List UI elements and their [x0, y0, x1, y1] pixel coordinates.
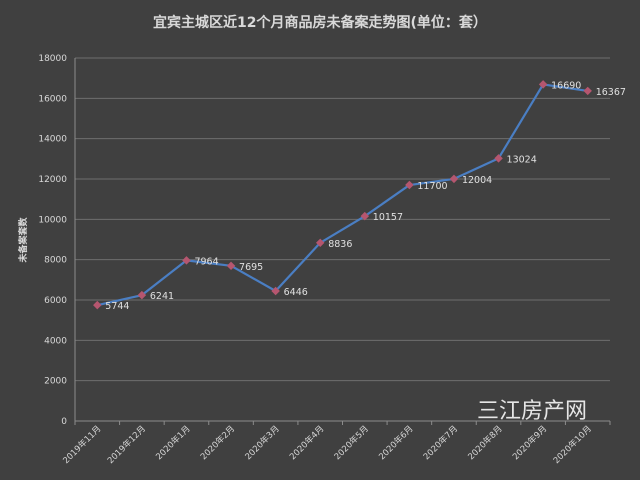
x-tick-label: 2020年8月: [466, 423, 505, 462]
data-point-marker: [583, 86, 592, 96]
data-point-marker: [271, 286, 280, 296]
data-label: 5744: [105, 301, 129, 312]
data-label: 6446: [284, 287, 308, 298]
x-tick-label: 2020年4月: [287, 423, 326, 462]
x-tick-label: 2020年7月: [421, 423, 460, 462]
data-point-marker: [360, 211, 370, 221]
series-polyline: [97, 83, 588, 307]
data-point-marker: [226, 261, 236, 271]
data-point-marker: [137, 290, 147, 300]
data-point-marker: [182, 256, 191, 265]
y-tick-label: 16000: [38, 94, 67, 104]
data-point-marker: [93, 300, 102, 310]
watermark: 三江房产网: [477, 399, 587, 424]
data-labels: 5744 6241 7964 7695 6446 8836 10157 11700 12004 1…: [105, 80, 626, 312]
x-tick-label: 2020年2月: [198, 423, 237, 462]
data-point-marker: [405, 180, 414, 190]
y-tick-label: 14000: [38, 135, 67, 145]
x-tick-label: 2019年11月: [61, 423, 104, 466]
y-tick-label: 6000: [44, 296, 67, 306]
series-line: [97, 83, 588, 307]
y-tick-label: 18000: [38, 54, 67, 64]
y-tick-label: 10000: [38, 215, 67, 225]
x-tick-label: 2020年6月: [377, 423, 416, 462]
x-tick-label: 2020年5月: [332, 423, 371, 462]
chart-title: 宜宾主城区近12个月商品房未备案走势图(单位：套）: [153, 14, 487, 31]
y-tick-label: 8000: [44, 256, 67, 266]
data-label: 6241: [150, 291, 174, 302]
data-label: 16690: [551, 80, 581, 91]
data-point-marker: [494, 154, 503, 163]
data-label: 16367: [596, 87, 626, 98]
data-point-marker: [449, 174, 459, 184]
data-label: 10157: [373, 212, 403, 223]
y-axis-label: 未备案套数: [17, 217, 29, 264]
data-label: 12004: [462, 175, 492, 186]
data-label: 8836: [328, 239, 352, 250]
data-label: 7964: [194, 256, 218, 267]
x-tick-label: 2020年1月: [154, 423, 193, 462]
y-tick-label: 2000: [44, 377, 67, 387]
data-label: 7695: [239, 262, 263, 273]
data-label: 13024: [507, 154, 537, 165]
y-tick-label: 0: [61, 417, 67, 427]
y-tick-label: 4000: [44, 336, 67, 346]
x-tick-label: 2020年3月: [243, 423, 282, 462]
data-label: 11700: [417, 181, 447, 192]
x-tick-label: 2020年9月: [510, 423, 549, 462]
grid: [75, 57, 610, 382]
markers: [93, 80, 592, 310]
y-tick-label: 12000: [38, 175, 67, 185]
x-tick-label: 2020年10月: [551, 423, 594, 466]
x-tick-label: 2019年12月: [105, 423, 148, 466]
data-point-marker: [315, 238, 325, 248]
